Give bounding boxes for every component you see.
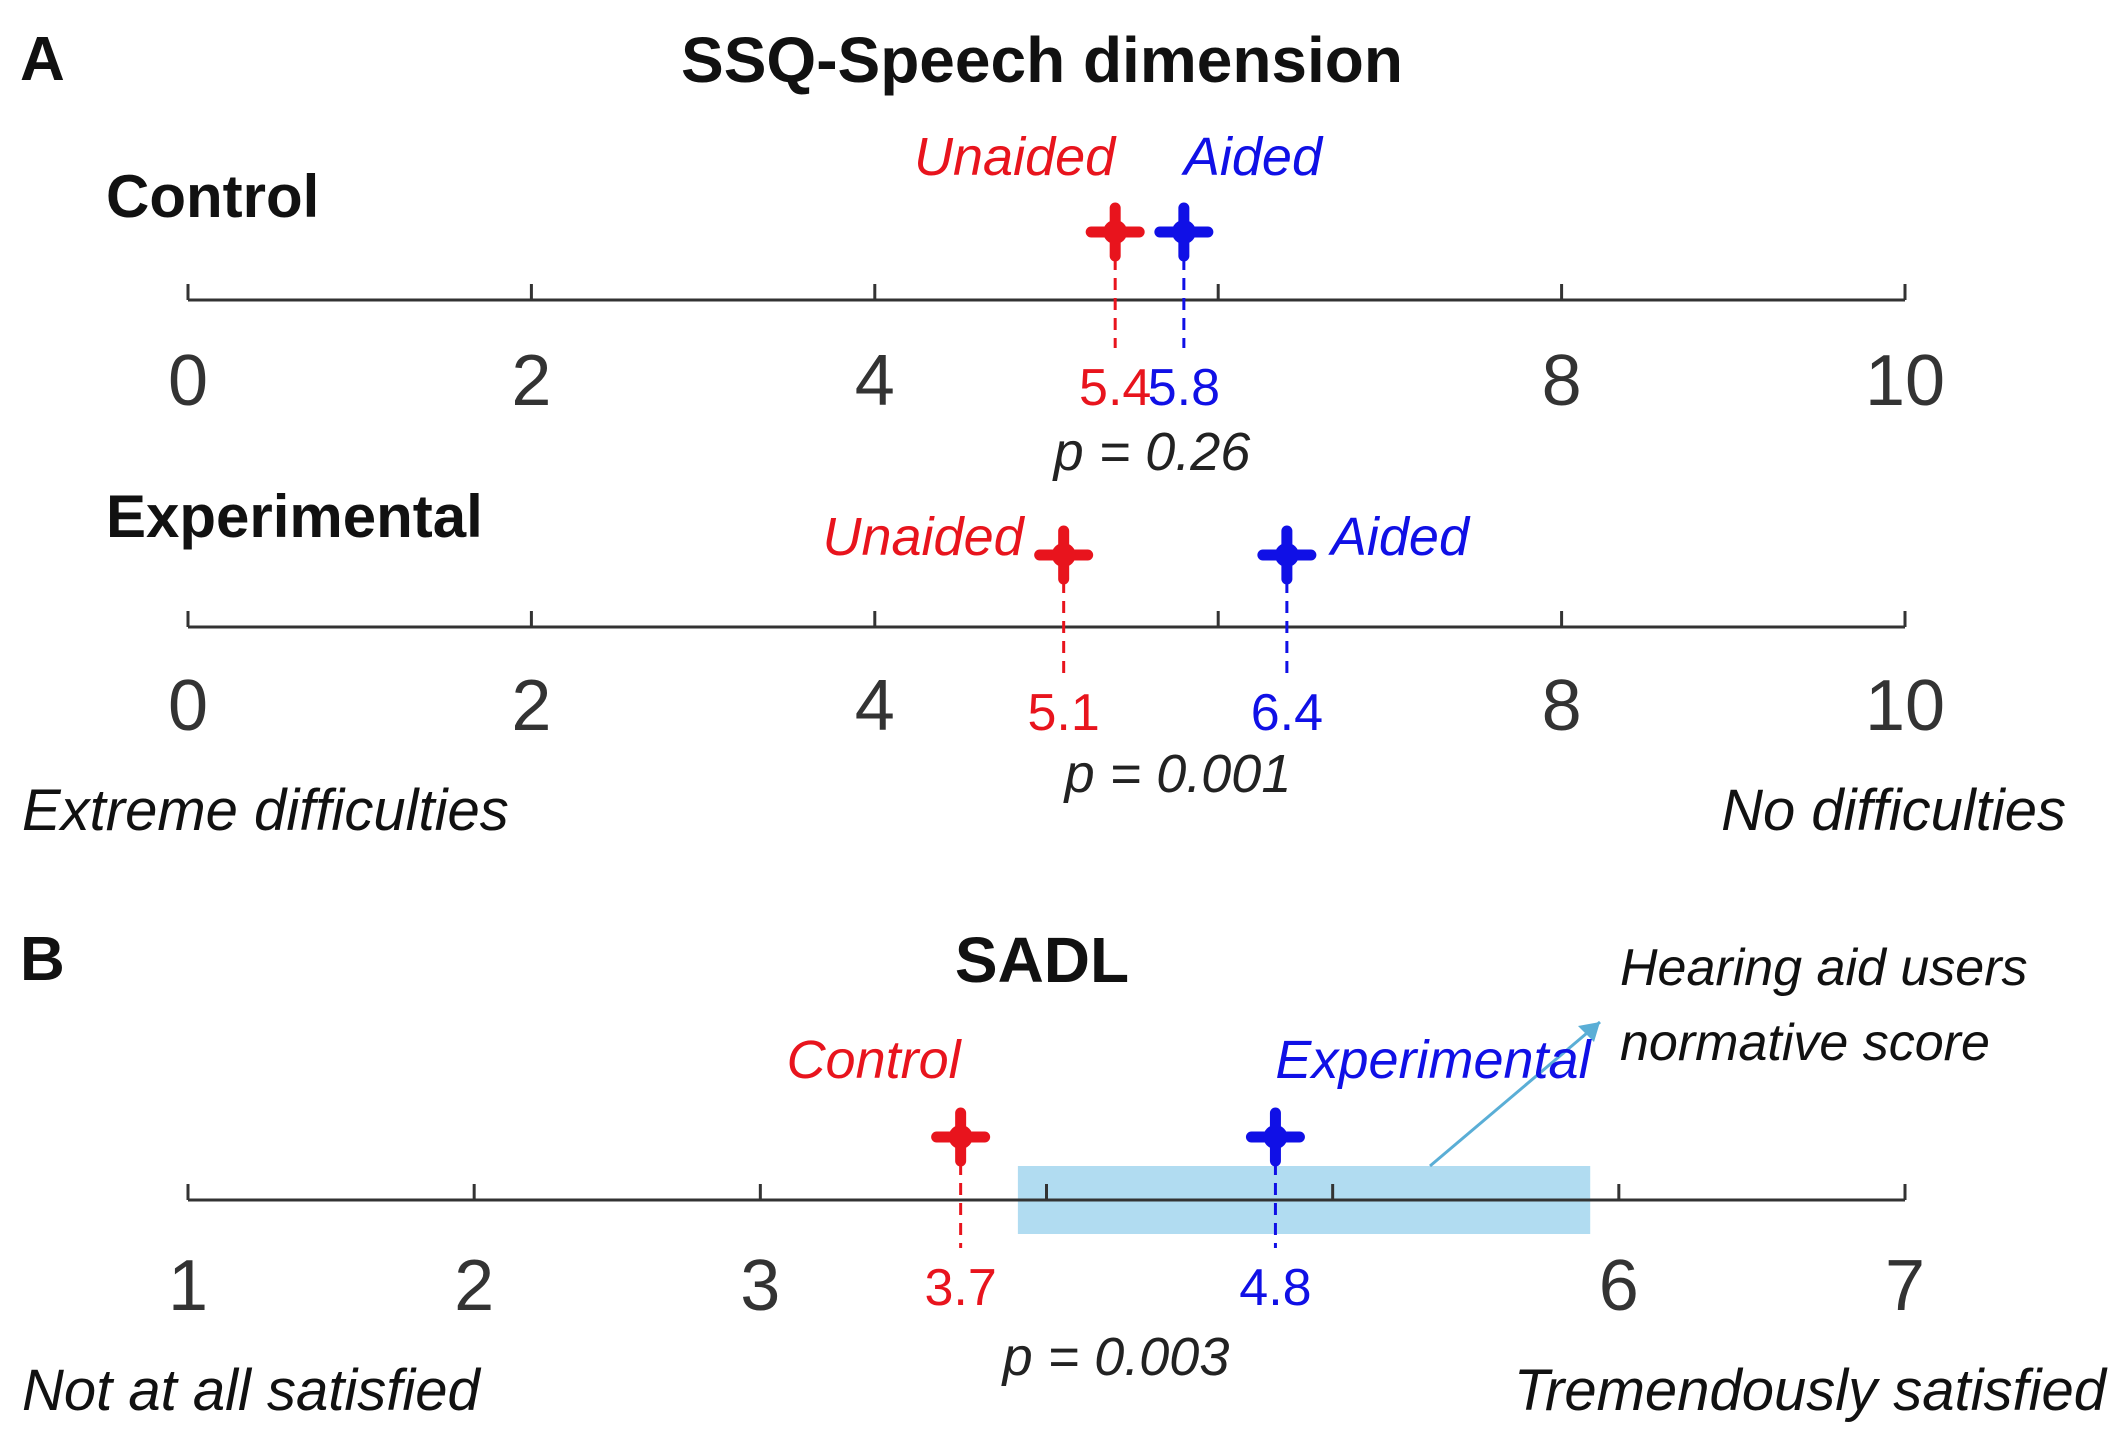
tick-label: 8 xyxy=(1542,666,1582,746)
point-marker-dot xyxy=(1274,543,1299,567)
ssq-control-marks: 5.4 Unaided 5.8 Aided xyxy=(914,127,1324,417)
ssq-experimental-p-value: p = 0.001 xyxy=(1063,744,1292,804)
tick-label: 0 xyxy=(168,666,208,746)
tick-label: 4 xyxy=(855,341,895,421)
control-group-label: Control xyxy=(106,163,319,230)
tick-label: 1 xyxy=(168,1246,208,1326)
point-marker xyxy=(1034,525,1094,585)
point-marker-dot xyxy=(1103,220,1128,244)
sadl-marks: 3.7 Control 4.8 Experimental xyxy=(787,1030,1593,1317)
series-label: Unaided xyxy=(914,127,1117,187)
sadl-axis: 1 2 3 6 7 xyxy=(168,1184,1925,1326)
ssq-high-anchor: No difficulties xyxy=(1721,778,2066,843)
tick-label: 8 xyxy=(1542,341,1582,421)
sadl-title: SADL xyxy=(955,924,1129,996)
point-marker xyxy=(931,1107,991,1167)
ssq-title: SSQ-Speech dimension xyxy=(681,24,1403,96)
point-marker-dot xyxy=(1263,1125,1288,1149)
normative-annotation-arrow xyxy=(1429,1020,1601,1168)
panel-a-letter: A xyxy=(20,25,65,94)
normative-annotation-arrowhead xyxy=(1578,1022,1600,1042)
tick-label: 2 xyxy=(511,666,551,746)
tick-label: 7 xyxy=(1885,1246,1925,1326)
ssq-low-anchor: Extreme difficulties xyxy=(22,778,509,843)
series-label: Aided xyxy=(1328,507,1471,567)
sadl-p-value: p = 0.003 xyxy=(1001,1327,1230,1387)
value-label: 5.1 xyxy=(1028,684,1100,742)
normative-annotation-line-2: normative score xyxy=(1620,1014,1990,1072)
value-label: 5.4 xyxy=(1079,359,1151,417)
tick-label: 4 xyxy=(855,666,895,746)
value-label: 6.4 xyxy=(1251,684,1323,742)
tick-label: 6 xyxy=(1599,1246,1639,1326)
panel-b-letter: B xyxy=(20,925,65,994)
tick-label: 2 xyxy=(511,341,551,421)
ssq-experimental-marks: 5.1 Unaided 6.4 Aided xyxy=(823,507,1471,742)
tick-label: 0 xyxy=(168,341,208,421)
tick-label: 10 xyxy=(1865,666,1945,746)
tick-label: 10 xyxy=(1865,341,1945,421)
point-marker xyxy=(1245,1107,1305,1167)
point-marker xyxy=(1154,202,1214,262)
point-marker-dot xyxy=(1171,220,1196,244)
sadl-low-anchor: Not at all satisfied xyxy=(22,1358,482,1423)
point-marker-dot xyxy=(1051,543,1076,567)
series-label: Aided xyxy=(1181,127,1324,187)
series-label: Experimental xyxy=(1275,1030,1592,1090)
value-label: 5.8 xyxy=(1148,359,1220,417)
series-label: Control xyxy=(787,1030,963,1090)
point-marker xyxy=(1085,202,1145,262)
ssq-control-axis: 0 2 4 8 10 xyxy=(168,284,1945,421)
experimental-group-label: Experimental xyxy=(106,483,483,550)
value-label: 3.7 xyxy=(925,1259,997,1317)
point-marker-dot xyxy=(948,1125,973,1149)
value-label: 4.8 xyxy=(1239,1259,1311,1317)
ssq-experimental-axis: 0 2 4 8 10 xyxy=(168,611,1945,746)
normative-annotation-line-1: Hearing aid users xyxy=(1620,939,2028,997)
ssq-control-p-value: p = 0.26 xyxy=(1052,422,1252,482)
tick-label: 2 xyxy=(454,1246,494,1326)
sadl-high-anchor: Tremendously satisfied xyxy=(1514,1358,2108,1423)
series-label: Unaided xyxy=(823,507,1026,567)
tick-label: 3 xyxy=(740,1246,780,1326)
point-marker xyxy=(1257,525,1317,585)
